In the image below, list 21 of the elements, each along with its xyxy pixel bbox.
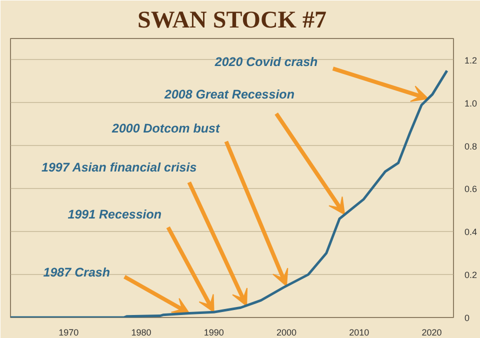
annotation: 1991 Recession	[68, 207, 162, 222]
x-tick-label: 1970	[58, 328, 79, 338]
x-tick-label: 1990	[204, 328, 224, 338]
y-tick-label: 0.8	[464, 141, 478, 152]
x-tick-label: 2000	[276, 328, 296, 338]
annotation: 2000 Dotcom bust	[110, 122, 220, 136]
y-tick-label: 0.4	[464, 227, 478, 238]
annotation: 2008 Great Recession	[164, 87, 295, 102]
annotation: 2020 Covid crash	[214, 55, 318, 70]
y-tick-label: 0.2	[464, 270, 478, 280]
y-tick-label: 1.2	[464, 55, 478, 66]
x-tick-label: 2020	[422, 328, 442, 338]
y-tick-label: 0.6	[464, 184, 478, 194]
annotation: 1997 Asian financial crisis	[42, 160, 197, 174]
x-tick-label: 2010	[349, 328, 370, 338]
y-tick-label: 1.0	[464, 98, 478, 108]
x-tick-label: 1980	[131, 328, 152, 338]
chart-title: SWAN STOCK #7	[138, 8, 326, 34]
line-series	[10, 69, 448, 318]
annotation: 1987 Crash	[43, 265, 110, 280]
y-tick-label: 0	[464, 313, 470, 323]
